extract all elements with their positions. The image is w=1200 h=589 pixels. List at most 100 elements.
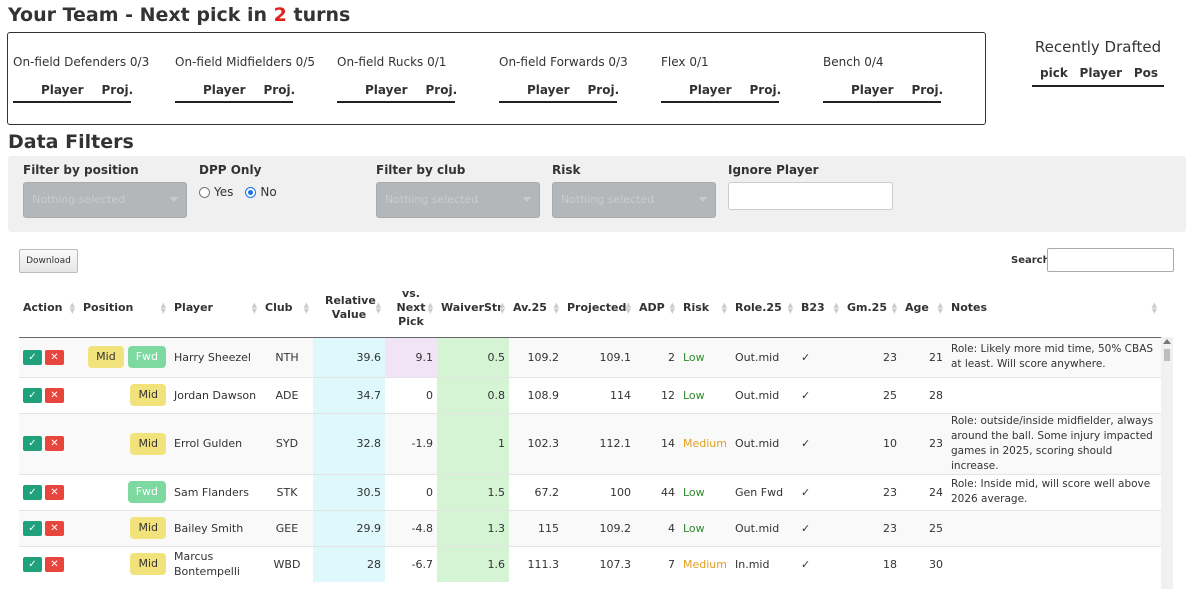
th-club[interactable]: Club ▲ ▼ xyxy=(261,279,313,338)
col-player[interactable]: Player xyxy=(689,83,732,97)
risk-cell: Low xyxy=(679,509,731,546)
risk-filter-label: Risk xyxy=(552,163,581,177)
adp-cell: 7 xyxy=(635,545,679,582)
th-b23[interactable]: B23 ▲ ▼ xyxy=(797,279,843,338)
col-player[interactable]: Player xyxy=(527,83,570,97)
close-icon[interactable]: ✕ xyxy=(45,484,64,500)
th-age[interactable]: Age ▲ ▼ xyxy=(901,279,947,338)
th-relative-value[interactable]: Relative Value ▲ ▼ xyxy=(313,279,385,338)
slot-header: Player Proj. xyxy=(175,83,296,103)
dpp-no-radio[interactable] xyxy=(245,186,257,198)
th-waiverstr[interactable]: WaiverStr ▲ ▼ xyxy=(437,279,509,338)
th-gm25[interactable]: Gm.25 ▲ ▼ xyxy=(843,279,901,338)
scrollbar-thumb[interactable] xyxy=(1164,349,1170,361)
th-player[interactable]: Player ▲ ▼ xyxy=(170,279,261,338)
col-proj[interactable]: Proj. xyxy=(911,83,944,97)
check-icon[interactable]: ✓ xyxy=(23,520,42,536)
waiverstr-cell: 0.8 xyxy=(437,376,509,413)
action-cell: ✓ ✕ xyxy=(19,412,79,474)
col-player[interactable]: Player xyxy=(365,83,408,97)
table-row: ✓ ✕ Mid Marcus Bontempelli WBD 28 -6.7 1.6 111.3… xyxy=(19,545,1161,582)
th-av25[interactable]: Av.25 ▲ ▼ xyxy=(509,279,563,338)
slot-header: Player Proj. xyxy=(823,83,944,103)
action-cell: ✓ ✕ xyxy=(19,336,79,377)
close-icon[interactable]: ✕ xyxy=(45,557,64,572)
dpp-yes-radio[interactable] xyxy=(199,186,210,198)
close-icon[interactable]: ✕ xyxy=(45,436,64,452)
relative-value-cell: 30.5 xyxy=(313,473,385,510)
gm25-cell: 23 xyxy=(843,473,901,510)
position-filter-label: Filter by position xyxy=(23,163,139,177)
relative-value-cell: 39.6 xyxy=(313,336,385,377)
col-proj[interactable]: Proj. xyxy=(749,83,782,97)
th-position[interactable]: Position ▲ ▼ xyxy=(79,279,170,338)
projected-cell: 109.2 xyxy=(563,509,635,546)
th-risk[interactable]: Risk ▲ ▼ xyxy=(679,279,731,338)
col-proj[interactable]: Proj. xyxy=(263,83,296,97)
position-filter-select[interactable]: Nothing selected xyxy=(23,182,187,218)
player-cell: Sam Flanders xyxy=(170,473,261,510)
player-cell: Harry Sheezel xyxy=(170,336,261,377)
col-player[interactable]: Player xyxy=(203,83,246,97)
col-pick[interactable]: pick xyxy=(1040,66,1068,80)
th-adp[interactable]: ADP ▲ ▼ xyxy=(635,279,679,338)
age-cell: 21 xyxy=(901,336,947,377)
club-cell: STK xyxy=(261,473,313,510)
col-proj[interactable]: Proj. xyxy=(425,83,458,97)
th-action[interactable]: Action ▲ ▼ xyxy=(19,279,79,338)
gm25-cell: 10 xyxy=(843,412,901,474)
slot-header: Player Proj. xyxy=(13,83,134,103)
relative-value-cell: 28 xyxy=(313,545,385,582)
check-icon[interactable]: ✓ xyxy=(23,557,42,572)
col-proj[interactable]: Proj. xyxy=(101,83,134,97)
club-filter-placeholder: Nothing selected xyxy=(385,193,479,206)
slot-flex: Flex 0/1 Player Proj. xyxy=(661,55,821,103)
col-proj[interactable]: Proj. xyxy=(587,83,620,97)
club-filter-select[interactable]: Nothing selected xyxy=(376,182,540,218)
download-button[interactable]: Download xyxy=(19,249,78,273)
check-icon[interactable]: ✓ xyxy=(23,436,42,452)
b23-cell: ✓ xyxy=(797,412,843,474)
slot-label: Flex 0/1 xyxy=(661,55,709,69)
vs-next-pick-cell: 0 xyxy=(385,473,437,510)
th-vs-next-pick[interactable]: vs. Next Pick ▲ ▼ xyxy=(385,279,437,338)
slot-header: Player Proj. xyxy=(337,83,458,103)
gm25-cell: 18 xyxy=(843,545,901,582)
col-player[interactable]: Player xyxy=(1079,66,1123,80)
slot-forwards: On-field Forwards 0/3 Player Proj. xyxy=(499,55,659,103)
check-icon[interactable]: ✓ xyxy=(23,387,42,403)
close-icon[interactable]: ✕ xyxy=(45,349,64,365)
ignore-player-input[interactable] xyxy=(728,182,893,210)
dpp-no-label[interactable]: No xyxy=(260,185,277,199)
table-scrollbar[interactable] xyxy=(1161,337,1173,589)
risk-cell: Low xyxy=(679,376,731,413)
slot-label: On-field Defenders 0/3 xyxy=(13,55,150,69)
projected-cell: 112.1 xyxy=(563,412,635,474)
search-input[interactable] xyxy=(1047,248,1174,272)
col-player[interactable]: Player xyxy=(851,83,894,97)
dpp-yes-label[interactable]: Yes xyxy=(214,185,234,199)
action-cell: ✓ ✕ xyxy=(19,545,79,582)
close-icon[interactable]: ✕ xyxy=(45,520,64,536)
risk-filter-select[interactable]: Nothing selected xyxy=(552,182,716,218)
th-role25[interactable]: Role.25 ▲ ▼ xyxy=(731,279,797,338)
players-table: Action ▲ ▼ Position ▲ ▼ Player ▲ ▼ Club ▲ ▼ Rela… xyxy=(19,279,1161,582)
player-cell: Jordan Dawson xyxy=(170,376,261,413)
check-icon[interactable]: ✓ xyxy=(23,484,42,500)
recently-drafted-title: Recently Drafted xyxy=(1034,38,1162,56)
col-player[interactable]: Player xyxy=(41,83,84,97)
check-icon[interactable]: ✓ xyxy=(23,349,42,365)
col-pos[interactable]: Pos xyxy=(1133,66,1158,80)
scroll-up-arrow-icon[interactable] xyxy=(1163,339,1171,344)
adp-cell: 12 xyxy=(635,376,679,413)
gm25-cell: 23 xyxy=(843,336,901,377)
close-icon[interactable]: ✕ xyxy=(45,387,64,403)
position-filter-placeholder: Nothing selected xyxy=(32,193,126,206)
role-cell: Out.mid xyxy=(731,336,797,377)
th-notes[interactable]: Notes ▲ ▼ xyxy=(947,279,1161,338)
recently-drafted-panel: Recently Drafted pick Player Pos xyxy=(1032,38,1164,87)
av25-cell: 115 xyxy=(509,509,563,546)
risk-cell: Medium xyxy=(679,412,731,474)
th-projected[interactable]: Projected ▲ ▼ xyxy=(563,279,635,338)
chevron-down-icon xyxy=(523,197,531,202)
